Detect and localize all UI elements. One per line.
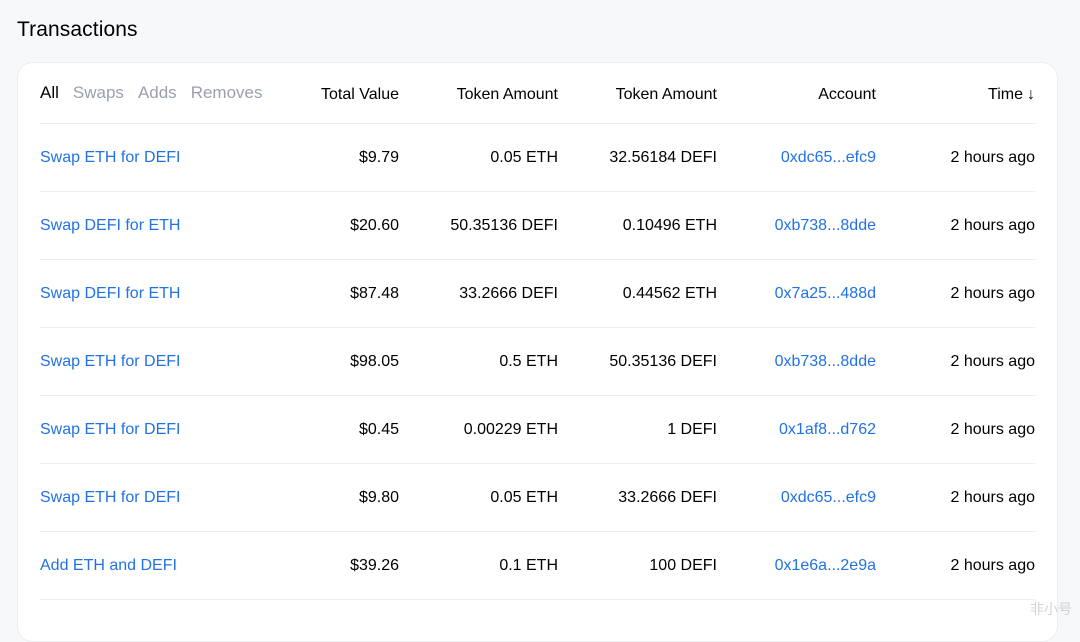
account-link[interactable]: 0xb738...8dde (774, 217, 876, 234)
transaction-description-link[interactable]: Swap ETH for DEFI (40, 489, 181, 506)
total-value-cell: $0.45 (358, 421, 399, 438)
time-cell: 2 hours ago (950, 489, 1035, 506)
transaction-description-link[interactable]: Add ETH and DEFI (40, 557, 177, 574)
token-amount-1-cell: 0.5 ETH (499, 353, 558, 370)
token-amount-1-cell: 0.05 ETH (490, 489, 558, 506)
column-time[interactable]: Time ↓ (988, 86, 1035, 104)
table-row: Swap DEFI for ETH $87.48 33.2666 DEFI 0.445… (40, 260, 1035, 328)
account-link[interactable]: 0xb738...8dde (774, 353, 876, 370)
total-value-cell: $98.05 (350, 353, 399, 370)
token-amount-1-cell: 0.05 ETH (490, 149, 558, 166)
token-amount-1-cell: 33.2666 DEFI (459, 285, 558, 302)
account-link[interactable]: 0xdc65...efc9 (780, 489, 876, 506)
total-value-cell: $20.60 (350, 217, 399, 234)
time-cell: 2 hours ago (950, 353, 1035, 370)
page-title: Transactions (17, 18, 138, 41)
token-amount-2-cell: 1 DEFI (667, 421, 717, 438)
table-row: Add ETH and DEFI $39.26 0.1 ETH 100 DEFI 0x1… (40, 532, 1035, 600)
token-amount-2-cell: 100 DEFI (649, 557, 717, 574)
column-time-label: Time (988, 86, 1023, 103)
account-link[interactable]: 0x1af8...d762 (779, 421, 876, 438)
time-cell: 2 hours ago (950, 421, 1035, 438)
arrow-down-icon[interactable]: ↓ (1027, 86, 1035, 103)
time-cell: 2 hours ago (950, 149, 1035, 166)
transaction-description-link[interactable]: Swap ETH for DEFI (40, 421, 181, 438)
transaction-description-link[interactable]: Swap DEFI for ETH (40, 285, 181, 302)
account-link[interactable]: 0x7a25...488d (774, 285, 876, 302)
token-amount-2-cell: 0.44562 ETH (622, 285, 717, 302)
total-value-cell: $9.79 (358, 149, 399, 166)
total-value-cell: $87.48 (350, 285, 399, 302)
table-row: Swap ETH for DEFI $98.05 0.5 ETH 50.35136 D… (40, 328, 1035, 396)
watermark: 非小号 (1030, 601, 1072, 617)
total-value-cell: $39.26 (350, 557, 399, 574)
token-amount-2-cell: 33.2666 DEFI (618, 489, 717, 506)
transaction-description-link[interactable]: Swap DEFI for ETH (40, 217, 181, 234)
column-token-amount-2[interactable]: Token Amount (615, 86, 717, 103)
transactions-card (17, 62, 1058, 642)
total-value-cell: $9.80 (358, 489, 399, 506)
table-row: Swap ETH for DEFI $0.45 0.00229 ETH 1 DEFI 0… (40, 396, 1035, 464)
transaction-description-link[interactable]: Swap ETH for DEFI (40, 353, 181, 370)
account-link[interactable]: 0x1e6a...2e9a (774, 557, 876, 574)
table-row: Swap ETH for DEFI $9.79 0.05 ETH 32.56184 D… (40, 124, 1035, 192)
tab-adds[interactable]: Adds (137, 83, 177, 102)
table-row: Swap DEFI for ETH $20.60 50.35136 DEFI 0.10… (40, 192, 1035, 260)
token-amount-1-cell: 0.00229 ETH (463, 421, 558, 438)
account-link[interactable]: 0xdc65...efc9 (780, 149, 876, 166)
token-amount-1-cell: 0.1 ETH (499, 557, 558, 574)
table-header: All Swaps Adds Removes Total Value Token… (40, 70, 1035, 124)
time-cell: 2 hours ago (950, 557, 1035, 574)
token-amount-2-cell: 50.35136 DEFI (609, 353, 717, 370)
time-cell: 2 hours ago (950, 217, 1035, 234)
column-token-amount-1[interactable]: Token Amount (456, 86, 558, 103)
token-amount-2-cell: 0.10496 ETH (622, 217, 717, 234)
token-amount-1-cell: 50.35136 DEFI (450, 217, 558, 234)
column-account[interactable]: Account (818, 86, 876, 103)
column-total-value[interactable]: Total Value (321, 86, 399, 103)
tab-removes[interactable]: Removes (190, 83, 263, 102)
filter-tabs: All Swaps Adds Removes (40, 83, 277, 103)
transaction-description-link[interactable]: Swap ETH for DEFI (40, 149, 181, 166)
tab-all[interactable]: All (40, 83, 59, 102)
time-cell: 2 hours ago (950, 285, 1035, 302)
token-amount-2-cell: 32.56184 DEFI (609, 149, 717, 166)
table-row: Swap ETH for DEFI $9.80 0.05 ETH 33.2666 DE… (40, 464, 1035, 532)
tab-swaps[interactable]: Swaps (72, 83, 124, 102)
